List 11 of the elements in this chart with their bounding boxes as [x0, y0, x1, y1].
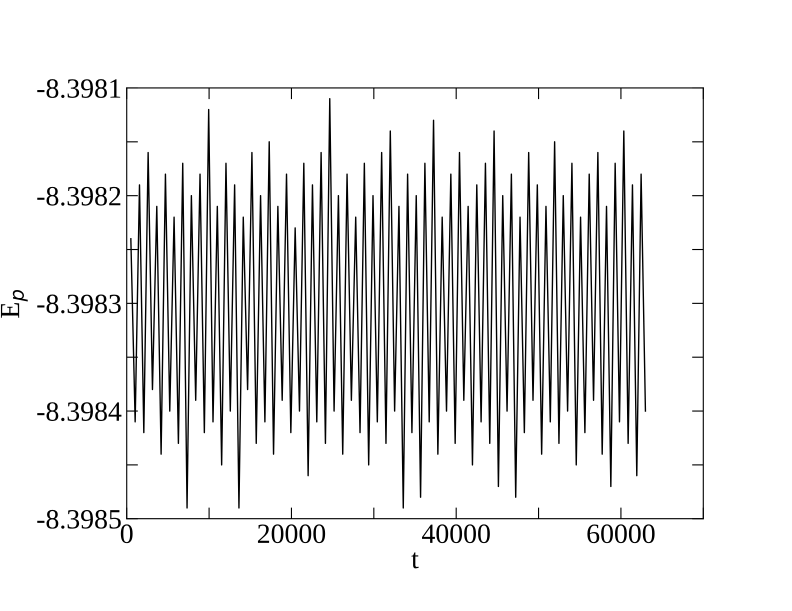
x-axis-title: t: [411, 552, 419, 568]
y-tick-label: -8.3985: [37, 510, 121, 529]
x-tick-label: 60000: [587, 524, 655, 544]
y-tick-label: -8.3983: [37, 294, 121, 314]
x-tick-label: 40000: [422, 524, 490, 544]
x-tick-label: 0: [120, 524, 133, 544]
y-axis-title: E$_{p}$: [0, 290, 28, 318]
y-tick-label: -8.3982: [37, 186, 120, 206]
y-tick-label: -8.3984: [37, 402, 122, 422]
x-tick-label: 20000: [258, 524, 326, 544]
y-tick-label: -8.3981: [37, 79, 120, 98]
